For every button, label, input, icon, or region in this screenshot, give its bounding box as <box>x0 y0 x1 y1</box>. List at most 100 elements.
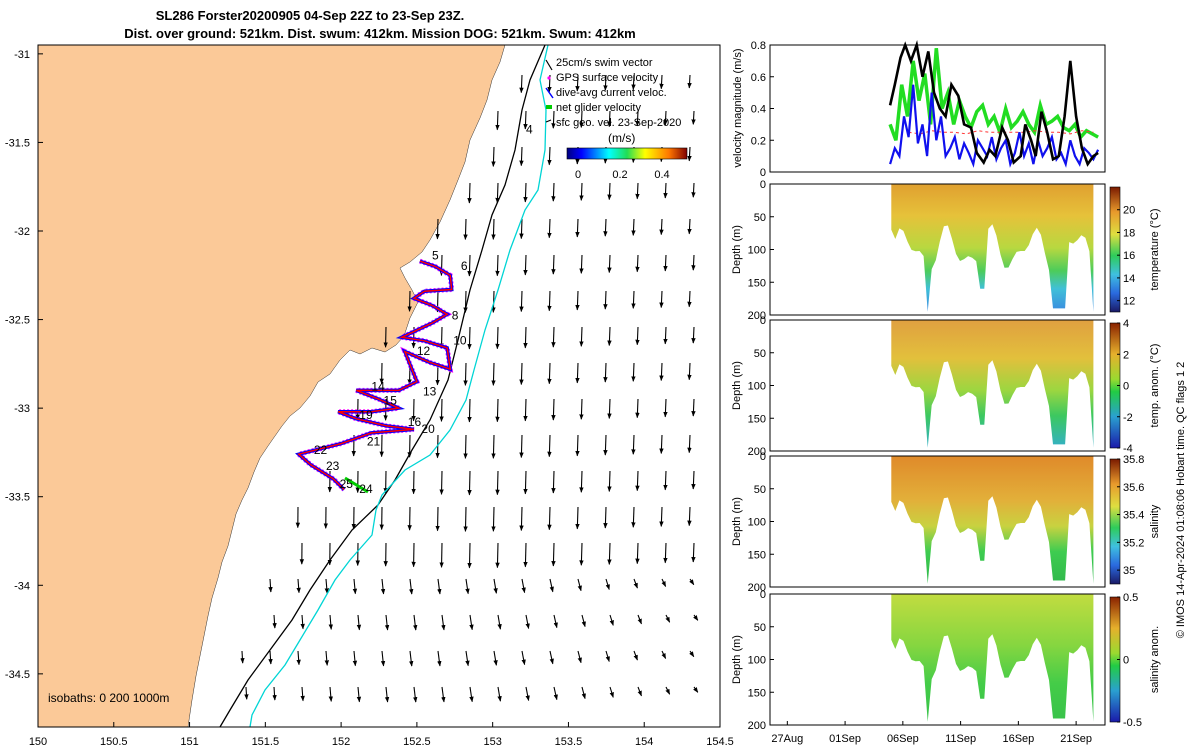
velocity-arrow <box>631 218 636 236</box>
velocity-arrow <box>519 362 524 386</box>
section-colorbar-label: temp. anom. (°C) <box>1149 344 1161 428</box>
velocity-arrow <box>549 650 554 665</box>
velocity-arrow <box>633 650 638 661</box>
legend-net-icon <box>546 105 552 109</box>
track-day-label: 20 <box>421 422 435 436</box>
isobath-1000 <box>219 45 546 727</box>
velocity-arrow <box>577 650 582 664</box>
colorbar-tick-label: 35.2 <box>1123 537 1144 549</box>
velocity-arrow <box>465 578 470 595</box>
velocity-arrow <box>467 326 472 350</box>
velocity-arrow <box>467 398 472 423</box>
velocity-arrow <box>603 218 608 237</box>
map-x-tick-label: 150 <box>29 736 47 748</box>
velocity-arrow <box>553 686 558 701</box>
velocity-arrow <box>437 578 442 595</box>
velocity-arrow <box>384 614 390 631</box>
velocity-arrow <box>603 290 608 310</box>
velocity-arrow <box>324 578 329 594</box>
legend-swim: 25cm/s swim vector <box>556 57 653 69</box>
section-ylabel: Depth (m) <box>731 225 743 274</box>
velocity-arrow <box>547 362 552 385</box>
velocity-arrow <box>603 362 608 383</box>
velocity-tick-label: 0.2 <box>751 135 766 147</box>
map-y-axis: -31 -31.5 -32 -32.5 -33 -33.5 -34 -34.5 <box>5 49 43 681</box>
velocity-arrow <box>268 650 273 665</box>
map-y-tick-label: -34.5 <box>5 669 30 681</box>
velocity-arrow <box>523 398 528 422</box>
track-day-label: 19 <box>359 408 373 422</box>
velocity-panel: 0 0.2 0.4 0.6 0.8 velocity magnitude (m/s) <box>732 40 1106 179</box>
colorbar-tick-label: 35.8 <box>1123 454 1144 466</box>
velocity-arrow <box>579 326 584 347</box>
velocity-arrow <box>609 614 614 626</box>
section-colorbar-label: salinity <box>1149 504 1161 538</box>
velocity-arrow <box>607 398 612 419</box>
section-tick-label: 0 <box>760 315 766 327</box>
velocity-arrow <box>437 650 442 667</box>
section-data-field <box>891 320 1094 448</box>
velocity-arrow <box>547 290 552 312</box>
track-day-label: 15 <box>384 394 398 408</box>
colorbar-tick-label: 35 <box>1123 565 1135 577</box>
map-colorbar-tick: 0.2 <box>612 169 627 181</box>
colorbar-tick-label: 20 <box>1123 205 1135 217</box>
time-tick-label: 01Sep <box>829 733 861 745</box>
velocity-arrow <box>521 578 526 594</box>
velocity-arrow <box>272 686 277 701</box>
velocity-arrow <box>635 542 640 565</box>
section-tick-label: 0 <box>760 451 766 463</box>
section-data-field <box>891 594 1094 722</box>
velocity-arrow <box>463 362 468 386</box>
velocity-arrow <box>659 434 664 454</box>
section-tick-label: 0 <box>760 589 766 601</box>
time-tick-label: 21Sep <box>1060 733 1092 745</box>
section-tick-label: 150 <box>748 687 766 699</box>
velocity-arrow <box>607 110 612 128</box>
colorbar-tick-label: 16 <box>1123 250 1135 262</box>
map-colorbar <box>566 147 688 160</box>
velocity-arrow <box>575 362 580 384</box>
velocity-arrow <box>687 362 692 381</box>
velocity-arrow <box>495 398 500 423</box>
velocity-tick-label: 0 <box>760 167 766 179</box>
track-day-label: 22 <box>314 443 328 457</box>
isobath-label: isobaths: 0 200 1000m <box>48 691 169 705</box>
velocity-series-black <box>888 40 1099 167</box>
velocity-arrow <box>435 218 440 240</box>
velocity-arrow <box>491 146 496 167</box>
velocity-arrow <box>272 614 277 629</box>
map-x-tick-label: 151 <box>180 736 198 748</box>
velocity-arrow <box>687 506 692 527</box>
map-y-tick-label: -31 <box>14 49 30 61</box>
velocity-arrow <box>553 614 558 629</box>
section-data-field <box>891 456 1094 584</box>
map-x-tick-label: 152 <box>332 736 350 748</box>
velocity-arrow <box>691 470 696 490</box>
velocity-arrow <box>300 614 305 630</box>
map-x-tick-label: 152.5 <box>403 736 431 748</box>
velocity-arrow <box>467 542 472 569</box>
map-y-tick-label: -33.5 <box>5 492 30 504</box>
velocity-arrow <box>491 362 496 386</box>
velocity-arrow <box>661 578 667 587</box>
velocity-arrow <box>691 254 696 271</box>
velocity-arrow <box>551 110 556 129</box>
velocity-arrow <box>663 398 668 418</box>
velocity-arrow <box>691 398 696 417</box>
colorbar-tick-label: 14 <box>1123 273 1135 285</box>
legend-net: net glider velocity <box>556 102 641 114</box>
legend-dive: dive-avg current veloc. <box>556 87 667 99</box>
velocity-arrow <box>523 254 528 276</box>
velocity-arrow <box>495 182 500 204</box>
colorbar-tick-label: 12 <box>1123 296 1135 308</box>
velocity-ylabel: velocity magnitude (m/s) <box>732 48 744 167</box>
velocity-series-red <box>908 130 1094 135</box>
velocity-arrow <box>607 182 612 201</box>
legend-dive-icon <box>545 87 554 99</box>
map-y-tick-label: -32 <box>14 226 30 238</box>
velocity-arrow <box>525 614 530 630</box>
map-x-axis: 150 150.5 151 151.5 152 152.5 153 153.5 154 154.5 <box>29 722 734 748</box>
